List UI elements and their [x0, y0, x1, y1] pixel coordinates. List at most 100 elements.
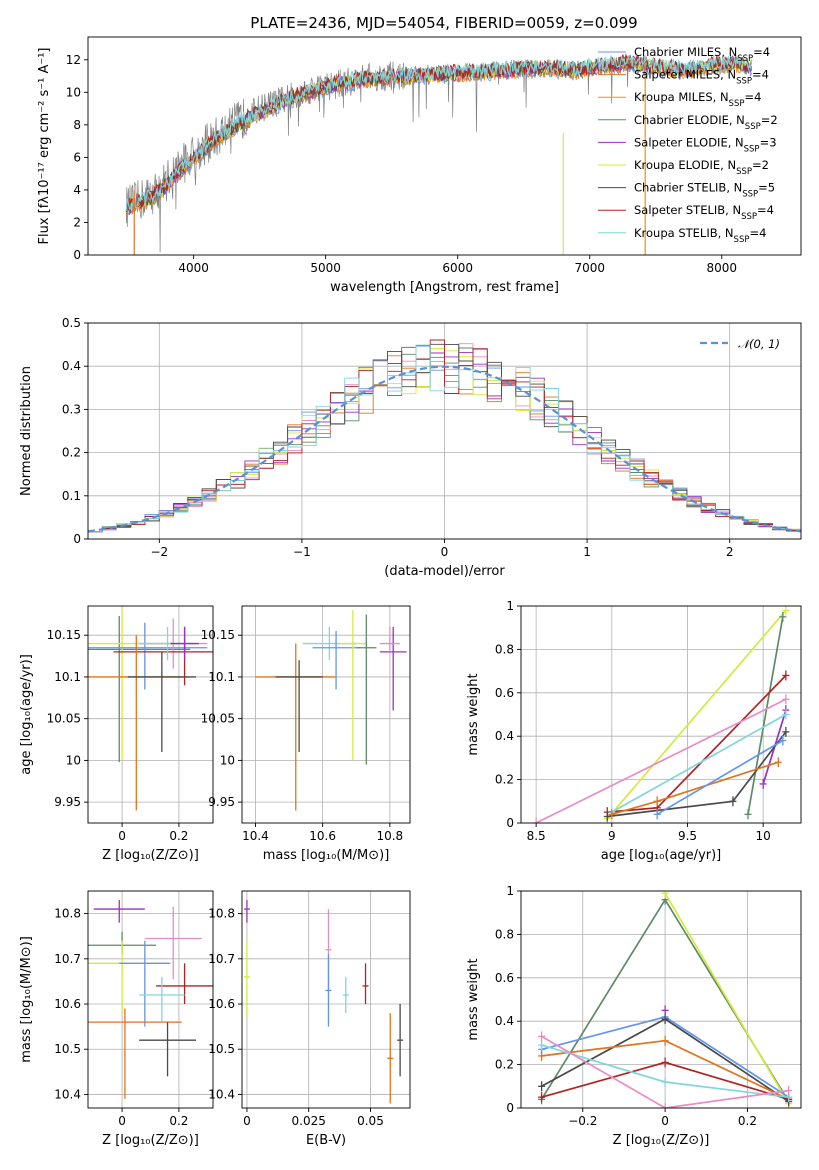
y-tick-label: 0	[73, 532, 81, 546]
legend-entry: Salpeter MILES, NSSP=4	[634, 68, 769, 87]
x-axis-label: mass [log₁₀(M/M⊙)]	[263, 848, 390, 863]
plot-area	[88, 900, 213, 1099]
legend-entry: Chabrier STELIB, NSSP=5	[634, 181, 775, 200]
y-tick-label: 0.2	[495, 1058, 514, 1072]
overlay: 0 0.025 0.05 10.4 10.5 10.6 10.7 10.8 E(B-V)	[208, 890, 411, 1148]
series-line	[606, 609, 787, 820]
x-tick-label: 10	[756, 829, 771, 843]
data-point	[782, 694, 790, 705]
data-point	[538, 1031, 546, 1042]
data-point	[170, 626, 199, 661]
y-tick-label: 10.4	[54, 1087, 81, 1101]
data-point	[88, 635, 188, 811]
y-tick-label: 10.6	[208, 997, 235, 1011]
x-axis-label: (data-model)/error	[384, 564, 505, 579]
data-point	[729, 796, 737, 807]
overlay: 0 0.2 10.4 10.5 10.6 10.7 10.8 Z [log₁₀(Z/Z⊙)] m…	[19, 890, 214, 1148]
grid-lines	[521, 605, 801, 824]
data-point	[88, 622, 208, 690]
x-tick-label: 0	[243, 1114, 251, 1128]
data-point	[653, 796, 661, 807]
data-point	[339, 610, 367, 761]
x-tick-label: 0.025	[292, 1114, 326, 1128]
data-point	[532, 818, 540, 823]
y-tick-label: 0.3	[62, 402, 81, 416]
model-spectrum-kroupa-stelib	[125, 54, 753, 211]
data-point	[538, 1092, 546, 1103]
data-point	[356, 614, 377, 765]
x-tick-label: −1	[293, 545, 311, 559]
axes-frame	[520, 890, 802, 1109]
y-axis-label: mass [log₁₀(M/M⊙)]	[19, 936, 34, 1063]
y-tick-label: 10.15	[47, 628, 81, 642]
y-tick-label: 10.05	[47, 712, 81, 726]
y-tick-label: 0.4	[62, 359, 81, 373]
data-point	[275, 660, 323, 753]
grid-lines	[88, 891, 213, 1108]
y-tick-label: 10.05	[201, 712, 235, 726]
x-tick-label: −0.2	[568, 1114, 597, 1128]
axes-frame	[241, 605, 411, 824]
panel-residuals: −2 −1 0 1 2 0 0.1 0.2 0.3 0.4 0.5 (data-model)/erro…	[19, 316, 802, 579]
plot-area	[125, 53, 753, 255]
y-axis-label: age [log₁₀(age/yr)]	[19, 654, 34, 775]
axes-frame	[87, 36, 802, 256]
x-tick-label: 10.8	[376, 829, 403, 843]
data-point	[538, 1050, 546, 1061]
series-line	[541, 1035, 789, 1108]
data-point	[362, 963, 369, 1005]
x-tick-label: 0.05	[357, 1114, 384, 1128]
panel-spectrum: 4000 5000 6000 7000 8000 0 2 4 6 8 10 12 wavelength …	[37, 36, 802, 295]
x-tick-label: 9	[608, 829, 616, 843]
y-tick-label: 0.4	[495, 729, 514, 743]
data-point	[785, 1085, 793, 1096]
data-point	[156, 963, 213, 1005]
panel-mass-weight-vs-age: 8.5 9 9.5 10 0 0.2 0.4 0.6 0.8 1 age [log₁₀(age/yr…	[466, 599, 802, 863]
y-tick-label: 0.2	[495, 773, 514, 787]
data-point	[779, 611, 787, 622]
y-tick-label: 10.1	[208, 670, 235, 684]
data-point	[139, 976, 185, 1023]
y-tick-label: 10.1	[54, 670, 81, 684]
axes-frame	[87, 605, 214, 824]
data-point	[661, 891, 669, 899]
data-point	[127, 651, 196, 753]
data-point	[759, 778, 767, 789]
y-axis-label: mass weight	[466, 673, 481, 755]
series-line	[535, 698, 787, 823]
y-tick-label: 0	[73, 248, 81, 262]
histogram-kroupa-stelib	[88, 344, 801, 533]
legend-entry: Kroupa STELIB, NSSP=4	[634, 226, 766, 245]
series-line	[664, 892, 790, 1105]
data-point	[144, 906, 202, 980]
data-point	[603, 811, 611, 822]
data-point	[397, 1004, 404, 1077]
x-tick-label: 0	[118, 1114, 126, 1128]
x-tick-label: 2	[726, 545, 734, 559]
y-tick-label: 0.4	[495, 1014, 514, 1028]
y-tick-label: 0.6	[495, 971, 514, 985]
overlay: 4000 5000 6000 7000 8000 0 2 4 6 8 10 12 wavelength …	[37, 36, 802, 295]
data-point	[88, 616, 191, 763]
y-tick-label: 0.5	[62, 316, 81, 330]
x-axis-label: Z [log₁₀(Z/Z⊙)]	[613, 1133, 710, 1148]
overlay: −2 −1 0 1 2 0 0.1 0.2 0.3 0.4 0.5 (data-model)/erro…	[19, 316, 802, 579]
x-tick-label: 7000	[574, 261, 605, 275]
data-point	[312, 631, 360, 690]
data-point	[779, 735, 787, 746]
plot-area	[243, 900, 404, 1104]
data-point	[782, 726, 790, 737]
y-tick-label: 10.5	[54, 1042, 81, 1056]
y-tick-label: 10.8	[208, 907, 235, 921]
x-axis-label: E(B-V)	[306, 1133, 346, 1148]
x-tick-label: 0.2	[169, 829, 188, 843]
y-tick-label: 0.1	[62, 489, 81, 503]
legend-entry: Chabrier ELODIE, NSSP=2	[634, 113, 778, 132]
data-point	[608, 809, 616, 820]
x-tick-label: 1	[583, 545, 591, 559]
y-tick-label: 9.95	[54, 795, 81, 809]
overlay: 8.5 9 9.5 10 0 0.2 0.4 0.6 0.8 1 age [log₁₀(age/yr…	[466, 599, 802, 863]
y-tick-label: 2	[73, 215, 81, 229]
y-axis-label: Flux [fλ10⁻¹⁷ erg cm⁻² s⁻¹ A⁻¹]	[37, 48, 52, 245]
